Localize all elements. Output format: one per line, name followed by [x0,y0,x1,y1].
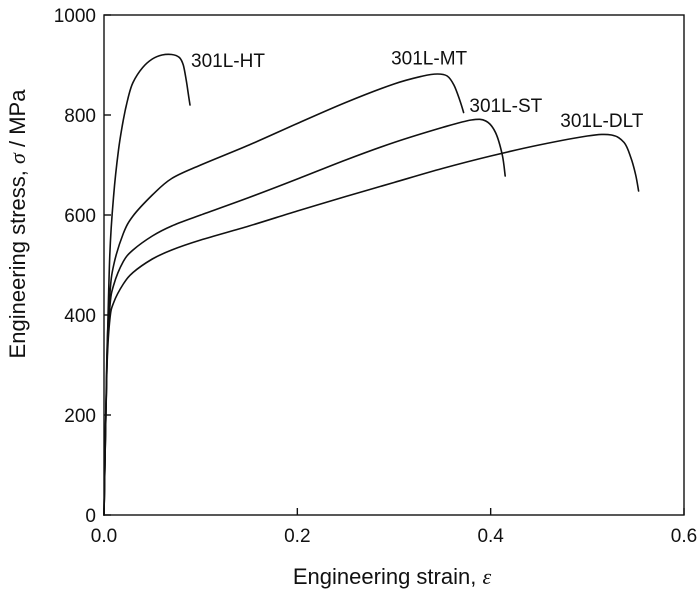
y-tick-label: 1000 [54,6,96,27]
y-axis-title: Engineering stress, σ / MPa [5,89,30,359]
x-tick-label: 0.2 [284,526,310,547]
x-tick-label: 0.0 [91,526,117,547]
series-line-301l-mt [103,73,465,516]
series-label: 301L-DLT [560,111,643,132]
plot-area [103,14,685,516]
series-line-301l-ht [103,53,191,516]
y-tick-label: 400 [64,306,96,327]
x-axis-title: Engineering strain, ε [293,564,492,589]
series-label: 301L-ST [469,96,542,117]
x-tick-label: 0.4 [477,526,504,547]
y-tick-label: 600 [64,206,96,227]
series-label: 301L-MT [391,49,467,70]
x-tick-label: 0.6 [671,526,697,547]
series-labels: 301L-HT 301L-MT 301L-ST 301L-DLT [191,49,644,133]
curves [103,53,640,516]
y-tick-label: 800 [64,106,96,127]
series-label: 301L-HT [191,51,265,72]
series-line-301l-st [103,118,506,516]
y-tick-label: 0 [85,506,96,527]
plot-frame [103,14,685,516]
series-line-301l-dlt [103,133,640,516]
y-tick-label: 200 [64,406,96,427]
axis-ticks: 0.0 0.2 0.4 0.6 0 200 400 600 800 1000 [54,6,697,547]
